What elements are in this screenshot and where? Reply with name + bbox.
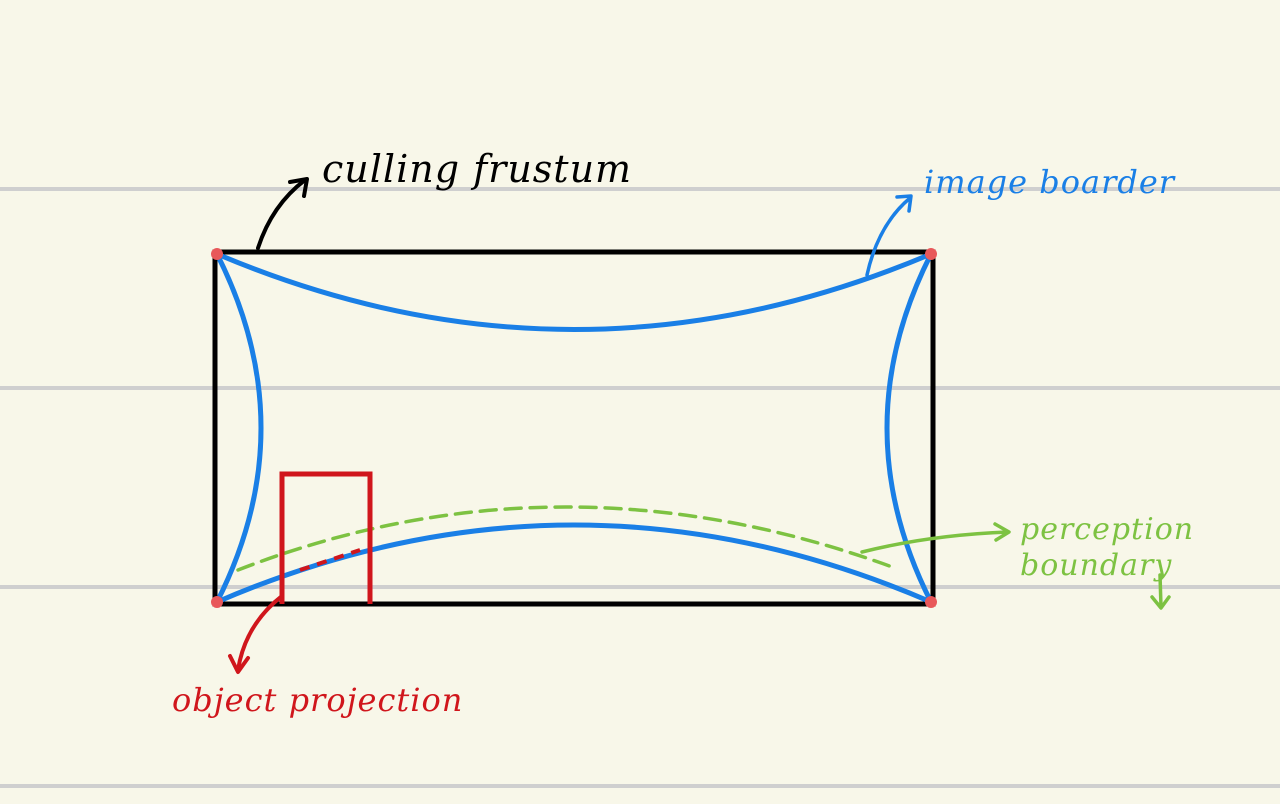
culling-frustum-arrow xyxy=(256,177,309,250)
image-border-left xyxy=(214,251,264,605)
culling-frustum-label: culling frustum xyxy=(322,147,633,191)
image-border-label: image boarder xyxy=(924,163,1176,201)
perception-boundary-label-line2: boundary xyxy=(1020,548,1173,583)
image-border-top xyxy=(214,251,934,332)
corner-dot xyxy=(925,248,937,260)
object-projection-arrow xyxy=(228,594,284,674)
perception-boundary-curve xyxy=(236,505,897,572)
image-border-arrow xyxy=(865,194,913,277)
perception-boundary-label: perception boundary xyxy=(1020,512,1194,584)
perception-boundary-arrow xyxy=(860,522,1171,610)
corner-dot xyxy=(925,596,937,608)
corner-dots xyxy=(211,248,937,608)
image-border xyxy=(214,251,934,605)
object-projection-label: object projection xyxy=(172,681,464,719)
image-border-right xyxy=(884,251,934,605)
culling-frustum-rect xyxy=(212,249,936,607)
corner-dot xyxy=(211,596,223,608)
object-projection-box xyxy=(279,471,373,604)
perception-boundary-label-line1: perception xyxy=(1020,512,1195,547)
corner-dot xyxy=(211,248,223,260)
